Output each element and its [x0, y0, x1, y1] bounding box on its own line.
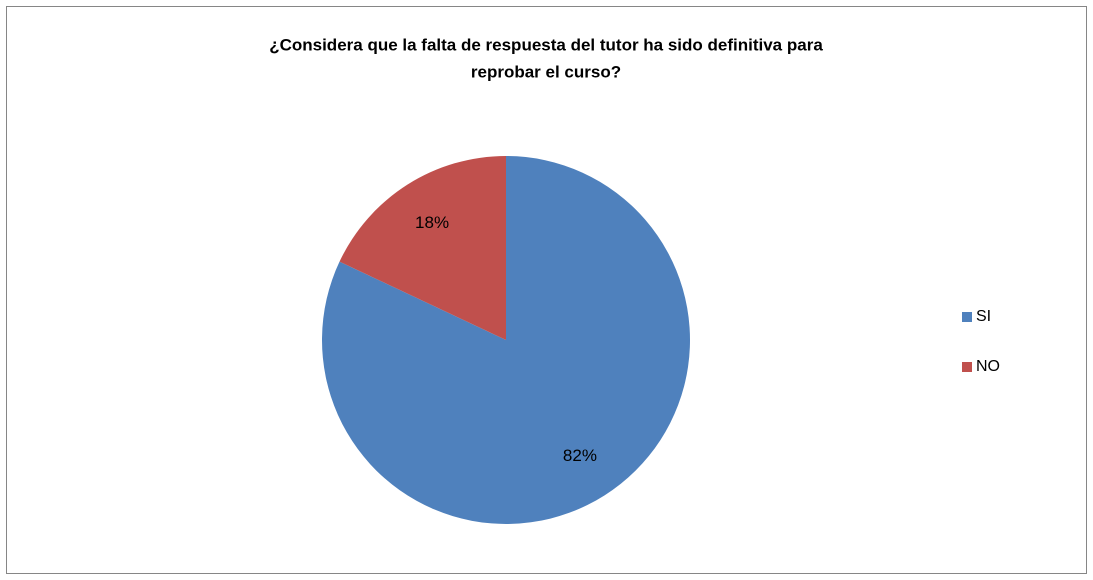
legend-label: NO: [976, 358, 1000, 375]
data-label: 82%: [563, 446, 597, 465]
pie-slice: [339, 156, 506, 340]
legend-label: SI: [976, 308, 991, 325]
chart-title: ¿Considera que la falta de respuesta del…: [269, 35, 823, 54]
data-label: 18%: [415, 213, 449, 232]
chart-title: reprobar el curso?: [471, 62, 621, 81]
legend-swatch: [962, 312, 972, 322]
legend-swatch: [962, 362, 972, 372]
